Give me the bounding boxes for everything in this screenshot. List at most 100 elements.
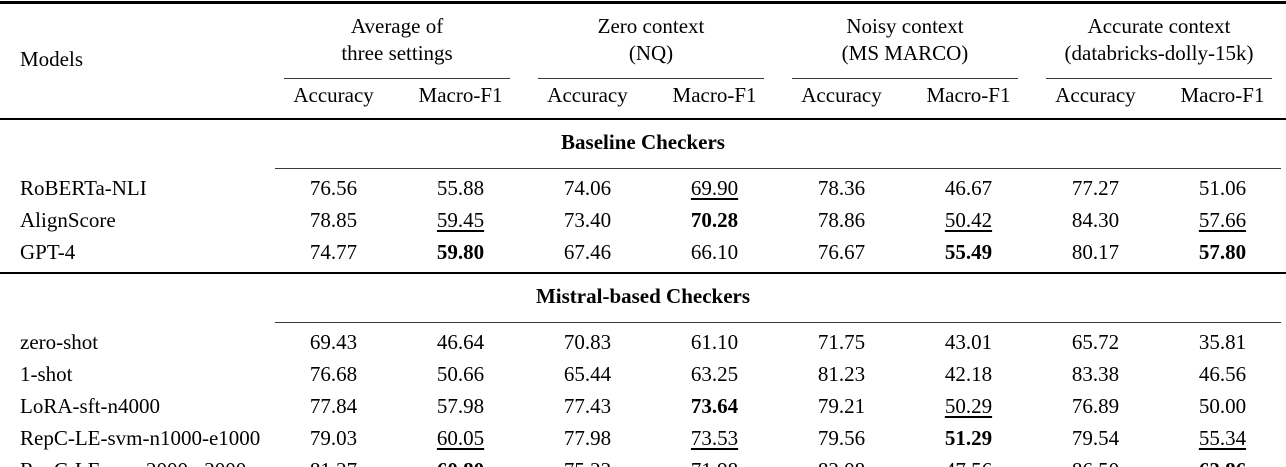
metric-value-text: 51.29 bbox=[944, 426, 993, 450]
metric-value-text: 55.34 bbox=[1198, 426, 1247, 450]
metric-header-accuracy: Accuracy bbox=[1031, 79, 1159, 120]
group-rule bbox=[538, 77, 764, 79]
metric-value: 70.28 bbox=[651, 204, 778, 236]
metric-value: 46.67 bbox=[905, 169, 1032, 204]
group-header-noisy-context: Noisy context (MS MARCO) bbox=[778, 3, 1032, 79]
table-body: Baseline Checkers RoBERTa-NLI 76.56 55.88 74… bbox=[0, 119, 1286, 467]
metric-value-text: 42.18 bbox=[944, 362, 993, 386]
table-row: AlignScore 78.85 59.45 73.40 70.28 78.86 50.42… bbox=[0, 204, 1286, 236]
metric-value-text: 35.81 bbox=[1198, 330, 1247, 354]
metric-value-text: 46.56 bbox=[1198, 362, 1247, 386]
metric-value-text: 76.67 bbox=[817, 240, 866, 264]
group-header-line1: Accurate context bbox=[1087, 14, 1231, 38]
metric-value: 76.67 bbox=[778, 236, 905, 273]
table-row: RepC-LE-svm-n1000-e1000 79.03 60.05 77.98 73… bbox=[0, 422, 1286, 454]
metric-value-text: 76.56 bbox=[309, 176, 358, 200]
metric-value: 63.25 bbox=[651, 358, 778, 390]
metric-value-text: 50.00 bbox=[1198, 394, 1247, 418]
metric-value: 35.81 bbox=[1159, 323, 1286, 358]
metric-value-text: 57.66 bbox=[1198, 208, 1247, 232]
metric-value: 50.29 bbox=[905, 390, 1032, 422]
metric-value-text: 71.98 bbox=[691, 458, 738, 467]
table-row: zero-shot 69.43 46.64 70.83 61.10 71.75 43.01 6… bbox=[0, 323, 1286, 358]
metric-value-text: 73.64 bbox=[690, 394, 739, 418]
metric-value-text: 59.45 bbox=[436, 208, 485, 232]
metric-value-text: 84.30 bbox=[1071, 208, 1120, 232]
metric-value: 55.88 bbox=[397, 169, 524, 204]
metric-value-text: 77.84 bbox=[309, 394, 358, 418]
metric-value: 59.45 bbox=[397, 204, 524, 236]
metric-value-text: 60.80 bbox=[437, 458, 484, 467]
metric-value-text: 60.05 bbox=[436, 426, 485, 450]
metric-value: 73.64 bbox=[651, 390, 778, 422]
group-header-line2: three settings bbox=[341, 41, 453, 65]
model-name: LoRA-sft-n4000 bbox=[20, 394, 160, 418]
metric-value: 57.66 bbox=[1159, 204, 1286, 236]
metric-value: 86.50 bbox=[1032, 454, 1159, 467]
group-header-row: Models Average of three settings Zero co… bbox=[0, 2, 1286, 120]
metric-value: 57.80 bbox=[1159, 236, 1286, 273]
metric-value: 50.66 bbox=[397, 358, 524, 390]
metric-value-text: 79.54 bbox=[1071, 426, 1120, 450]
metric-value-text: 78.36 bbox=[817, 176, 866, 200]
group-header-line1: Noisy context bbox=[846, 14, 964, 38]
metric-value: 60.80 bbox=[397, 454, 524, 467]
metric-value-text: 81.27 bbox=[310, 458, 357, 467]
metric-value: 71.75 bbox=[778, 323, 905, 358]
metric-value-text: 63.25 bbox=[690, 362, 739, 386]
metric-value-text: 79.03 bbox=[309, 426, 358, 450]
metric-value: 46.56 bbox=[1159, 358, 1286, 390]
metric-value: 78.85 bbox=[270, 204, 397, 236]
metric-value: 76.56 bbox=[270, 169, 397, 204]
metric-value: 79.21 bbox=[778, 390, 905, 422]
metric-value: 60.05 bbox=[397, 422, 524, 454]
model-name: RepC-LE-svm-n1000-e1000 bbox=[20, 426, 261, 450]
metric-value-text: 78.86 bbox=[817, 208, 866, 232]
table-row: RepC-LE-nn-n2000-e2000 81.27 60.80 75.23 71.… bbox=[0, 454, 1286, 467]
metric-value: 79.54 bbox=[1032, 422, 1159, 454]
metric-value-text: 70.83 bbox=[563, 330, 612, 354]
metric-value-text: 65.44 bbox=[563, 362, 612, 386]
metric-header-macro-f1: Macro-F1 bbox=[904, 79, 1032, 120]
metric-value-text: 69.43 bbox=[309, 330, 358, 354]
metric-value: 79.03 bbox=[270, 422, 397, 454]
metric-value: 75.23 bbox=[524, 454, 651, 467]
metric-value-text: 71.75 bbox=[817, 330, 866, 354]
metric-value: 79.56 bbox=[778, 422, 905, 454]
metric-value: 46.64 bbox=[397, 323, 524, 358]
metric-value: 73.53 bbox=[651, 422, 778, 454]
metric-value-text: 50.66 bbox=[436, 362, 485, 386]
metric-value: 50.42 bbox=[905, 204, 1032, 236]
group-header-line1: Zero context bbox=[597, 14, 705, 38]
metric-value-text: 61.10 bbox=[690, 330, 739, 354]
metric-value: 65.72 bbox=[1032, 323, 1159, 358]
metric-value: 77.84 bbox=[270, 390, 397, 422]
group-header-line2: (MS MARCO) bbox=[841, 41, 969, 65]
metric-value-text: 66.10 bbox=[690, 240, 739, 264]
metric-value: 62.86 bbox=[1159, 454, 1286, 467]
section-rule bbox=[275, 321, 1281, 323]
group-rule bbox=[1045, 77, 1272, 79]
model-name: zero-shot bbox=[20, 330, 99, 354]
metric-header-macro-f1: Macro-F1 bbox=[651, 79, 778, 120]
group-header-zero-context: Zero context (NQ) bbox=[524, 3, 778, 79]
model-name: RepC-LE-nn-n2000-e2000 bbox=[0, 454, 270, 467]
metric-value: 70.83 bbox=[524, 323, 651, 358]
metric-value: 81.27 bbox=[270, 454, 397, 467]
metric-value-text: 74.06 bbox=[563, 176, 612, 200]
metric-value-text: 76.89 bbox=[1071, 394, 1120, 418]
group-header-accurate-context: Accurate context (databricks-dolly-15k) bbox=[1032, 3, 1286, 79]
metric-value-text: 51.06 bbox=[1198, 176, 1247, 200]
table-row: 1-shot 76.68 50.66 65.44 63.25 81.23 42.18 83.3… bbox=[0, 358, 1286, 390]
metric-value-text: 74.77 bbox=[309, 240, 358, 264]
metric-value-text: 79.21 bbox=[817, 394, 866, 418]
metric-value-text: 46.64 bbox=[436, 330, 485, 354]
metric-value: 80.17 bbox=[1032, 236, 1159, 273]
metric-value-text: 65.72 bbox=[1071, 330, 1120, 354]
metric-value: 71.98 bbox=[651, 454, 778, 467]
metric-value-text: 59.80 bbox=[436, 240, 485, 264]
metric-value: 82.08 bbox=[778, 454, 905, 467]
metric-value: 74.06 bbox=[524, 169, 651, 204]
metric-value-text: 82.08 bbox=[818, 458, 865, 467]
group-header-line1: Average of bbox=[350, 14, 444, 38]
